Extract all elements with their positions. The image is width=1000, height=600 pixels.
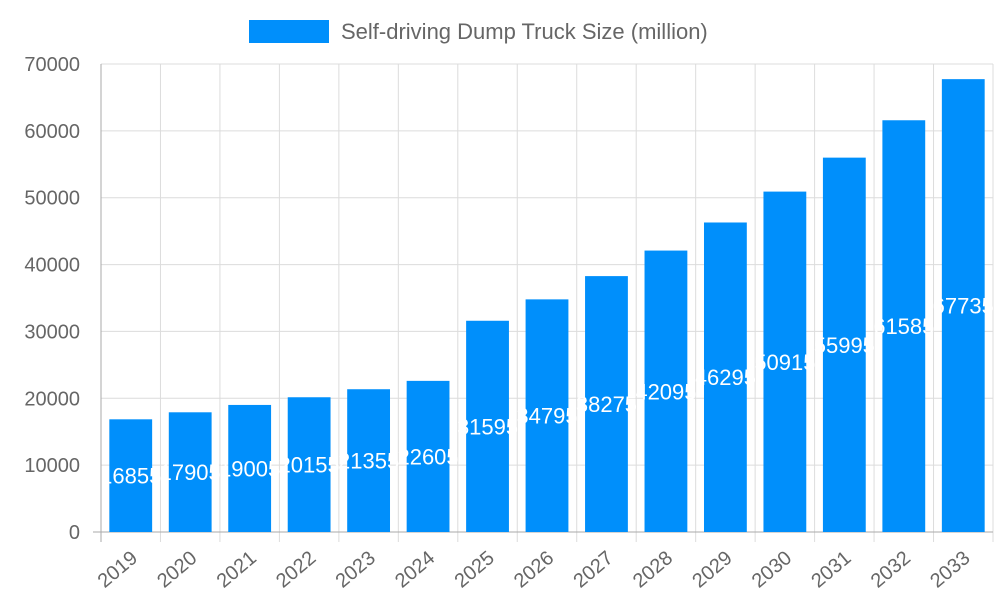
x-tick-label: 2021 [213, 547, 261, 592]
x-tick-label: 2030 [748, 547, 796, 592]
x-tick-label: 2022 [272, 547, 320, 592]
data-label: 61585 [873, 314, 934, 339]
data-label: 16855 [100, 464, 161, 489]
bar [168, 412, 212, 532]
x-tick-label: 2019 [94, 547, 142, 592]
data-label: 20155 [279, 453, 340, 478]
bar [406, 380, 450, 532]
x-tick-label: 2029 [688, 547, 736, 592]
bar [644, 250, 688, 532]
data-label: 38275 [576, 392, 637, 417]
x-tick-label: 2025 [451, 547, 499, 592]
legend-swatch [249, 20, 329, 43]
bar [941, 79, 985, 533]
x-tick-label: 2032 [867, 547, 915, 592]
data-label: 50915 [754, 350, 815, 375]
x-tick-label: 2031 [807, 547, 855, 592]
data-label: 31595 [457, 414, 518, 439]
y-tick-label: 50000 [24, 188, 80, 210]
bar [585, 276, 628, 532]
bar [525, 299, 569, 532]
x-tick-label: 2024 [391, 547, 439, 592]
bar [109, 419, 153, 532]
data-label: 19005 [219, 456, 280, 481]
bar [822, 157, 866, 532]
data-label: 22605 [397, 444, 458, 469]
data-label: 55995 [814, 333, 875, 358]
x-tick-label: 2033 [926, 547, 974, 592]
y-tick-label: 0 [69, 522, 80, 544]
y-tick-label: 10000 [24, 455, 80, 477]
y-tick-label: 30000 [24, 321, 80, 343]
x-tick-label: 2028 [629, 547, 677, 592]
x-tick-label: 2027 [569, 547, 617, 592]
x-tick-label: 2020 [153, 547, 201, 592]
y-tick-label: 20000 [24, 388, 80, 410]
y-tick-label: 40000 [24, 255, 80, 277]
y-tick-label: 60000 [24, 121, 80, 143]
data-label: 42095 [635, 379, 696, 404]
legend-label: Self-driving Dump Truck Size (million) [341, 19, 708, 44]
y-tick-label: 70000 [24, 54, 80, 76]
x-tick-label: 2026 [510, 547, 558, 592]
data-label: 67735 [933, 294, 994, 319]
bar [882, 120, 926, 532]
bar [287, 397, 331, 532]
bar [703, 222, 747, 532]
x-tick-label: 2023 [332, 547, 380, 592]
data-label: 34795 [516, 404, 577, 429]
data-label: 17905 [160, 460, 221, 485]
bar [763, 191, 807, 532]
bar [347, 389, 391, 532]
bar [466, 320, 509, 532]
data-label: 46295 [695, 365, 756, 390]
data-label: 21355 [338, 449, 399, 474]
bar [228, 404, 272, 532]
